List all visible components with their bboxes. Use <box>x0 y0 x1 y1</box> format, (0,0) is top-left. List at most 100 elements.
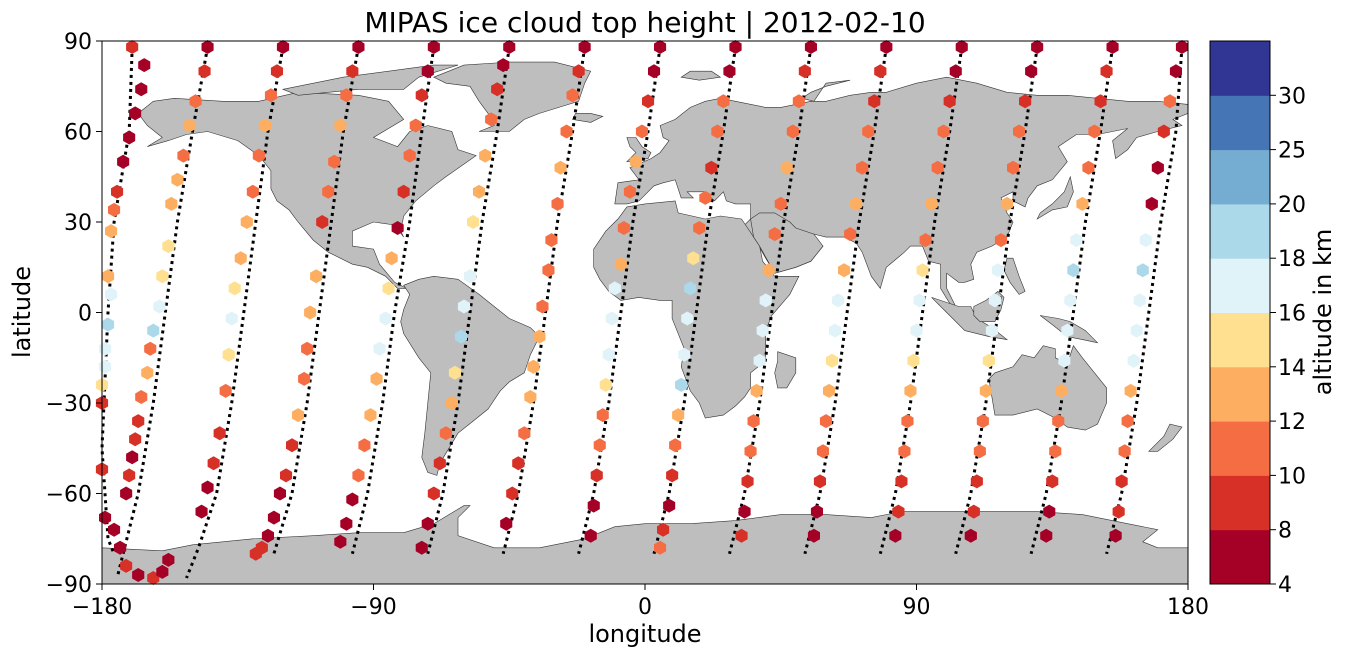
land-novaya-zemlya <box>801 79 851 102</box>
cloud-point <box>955 40 968 54</box>
cloud-point <box>228 281 241 296</box>
cloud-point <box>593 438 606 453</box>
colorbar-segment <box>1210 475 1270 531</box>
cloud-point <box>717 94 730 109</box>
cloud-point <box>919 233 932 248</box>
colorbar-segment <box>1210 149 1270 205</box>
x-tick-label: −180 <box>72 595 132 620</box>
cloud-point <box>473 184 486 199</box>
cloud-point <box>120 486 133 501</box>
cloud-point <box>648 64 661 79</box>
cloud-point <box>608 281 621 296</box>
cloud-point <box>391 221 404 235</box>
cloud-point <box>850 196 863 211</box>
cloud-point <box>1031 40 1044 54</box>
cloud-point <box>1049 444 1062 459</box>
x-axis-ticks: −180 −90 0 90 180 <box>72 584 1209 620</box>
cloud-point <box>931 160 944 175</box>
cloud-point <box>301 341 314 356</box>
cloud-point <box>838 263 851 278</box>
cloud-point <box>1052 414 1065 429</box>
cloud-point <box>554 160 567 175</box>
y-axis-label: latitude <box>8 266 36 358</box>
cloud-point <box>590 468 603 483</box>
cloud-point <box>889 528 902 543</box>
cloud-point <box>551 196 564 211</box>
cloud-point <box>222 347 235 362</box>
cloud-point <box>340 88 353 103</box>
cloud-point <box>880 40 893 54</box>
land-uk <box>626 137 652 163</box>
cloud-point <box>273 486 286 501</box>
cloud-point <box>117 154 130 169</box>
cloud-point <box>1088 124 1101 139</box>
cloud-point <box>635 124 648 139</box>
cloud-point <box>156 269 169 284</box>
cloud-point <box>467 215 480 229</box>
cloud-point <box>756 323 769 338</box>
cloud-point <box>1175 40 1188 54</box>
cloud-point <box>1058 353 1071 368</box>
cloud-point <box>810 504 823 519</box>
cloud-point <box>663 498 676 513</box>
cloud-point <box>129 106 142 121</box>
cloud-point <box>225 311 238 326</box>
cloud-point <box>657 522 670 537</box>
colorbar-segment <box>1210 41 1270 96</box>
orbit-track <box>185 46 285 579</box>
cloud-point <box>913 293 926 308</box>
cloud-point <box>171 172 184 187</box>
cloud-point <box>907 353 920 368</box>
land-madagascar <box>774 351 797 389</box>
colorbar-tick-label: 25 <box>1278 139 1306 164</box>
cloud-point <box>560 124 573 139</box>
cloud-point <box>813 474 826 489</box>
cloud-point <box>892 504 905 519</box>
x-tick-label: 90 <box>903 595 931 620</box>
cloud-point <box>798 64 811 79</box>
cloud-point <box>533 329 546 344</box>
orbit-track <box>426 46 511 555</box>
x-tick-label: 180 <box>1167 595 1209 620</box>
cloud-point <box>500 516 513 531</box>
cloud-point <box>943 94 956 109</box>
cloud-point <box>1139 233 1152 248</box>
cloud-point <box>898 444 911 459</box>
cloud-point <box>246 184 259 199</box>
cloud-point <box>352 468 365 483</box>
colorbar-tick-label: 14 <box>1278 356 1306 381</box>
cloud-point <box>768 227 781 242</box>
cloud-point <box>261 528 274 543</box>
y-tick-label: 30 <box>64 211 92 236</box>
colorbar: 4 8 10 12 14 16 18 20 25 30 <box>1209 40 1306 598</box>
colorbar-segment <box>1210 95 1270 151</box>
cloud-point <box>114 540 127 555</box>
cloud-point <box>904 383 917 398</box>
cloud-point <box>144 341 157 356</box>
cloud-point <box>895 474 908 489</box>
cloud-point <box>346 64 359 79</box>
cloud-point <box>1067 263 1080 278</box>
cloud-point <box>916 263 929 278</box>
cloud-point <box>1061 323 1074 338</box>
cloud-point <box>901 414 914 429</box>
cloud-point <box>135 82 148 97</box>
cloud-point <box>352 40 365 54</box>
cloud-point <box>485 112 498 127</box>
cloud-point <box>108 202 121 217</box>
cloud-point <box>1025 64 1038 79</box>
cloud-point <box>642 94 655 109</box>
cloud-point <box>605 311 618 326</box>
orbit-track <box>272 46 360 555</box>
cloud-point <box>868 94 881 109</box>
cloud-point <box>234 251 247 266</box>
cloud-point <box>596 408 609 423</box>
colorbar-segment <box>1210 312 1270 368</box>
cloud-point <box>322 184 335 199</box>
cloud-point <box>512 456 525 471</box>
cloud-point <box>1118 444 1131 459</box>
cloud-point <box>126 40 139 54</box>
cloud-point <box>925 196 938 211</box>
cloud-point <box>415 540 428 555</box>
cloud-point <box>1121 414 1134 429</box>
